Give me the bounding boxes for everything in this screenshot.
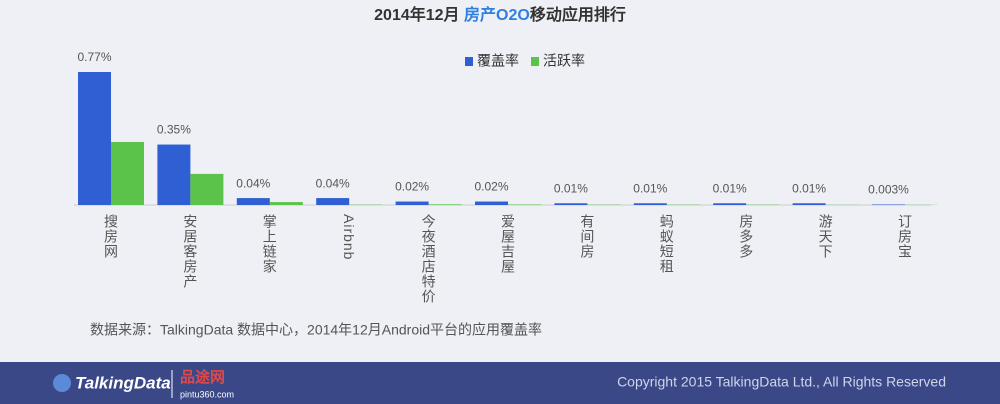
footer-art: TalkingData 品途网 pintu360.com Copyright 2…: [53, 368, 946, 399]
bar: [236, 198, 270, 205]
value-label: 0.35%: [157, 123, 191, 137]
bar: [190, 173, 224, 205]
category-label: 有间房: [579, 214, 596, 259]
value-label: 0.04%: [236, 176, 270, 190]
bar: [475, 201, 508, 205]
bar: [872, 204, 905, 205]
value-label: 0.02%: [395, 180, 429, 194]
category-label: Airbnb: [341, 214, 358, 261]
legend-label: 覆盖率: [477, 53, 519, 69]
bar: [157, 144, 191, 205]
copyright: Copyright 2015 TalkingData Ltd., All Rig…: [617, 374, 946, 390]
value-label: 0.02%: [474, 180, 508, 194]
category-label: 蚂蚁短租: [658, 214, 675, 274]
category-label: 搜房网: [103, 214, 119, 259]
value-label: 0.01%: [554, 181, 588, 195]
category-label: 游天下: [817, 214, 834, 259]
bar: [508, 204, 541, 205]
category-label: 房多多: [738, 214, 755, 259]
bar: [792, 203, 826, 205]
title-part: 2014年12月: [374, 5, 459, 24]
bar: [111, 141, 144, 205]
chart-title: 2014年12月 房产O2O移动应用排行: [374, 5, 626, 24]
bar: [428, 204, 462, 205]
legend-swatch: [531, 57, 539, 66]
bar: [316, 198, 350, 205]
category-label: 安居客房产: [182, 214, 199, 289]
category-label: 订房宝: [897, 214, 913, 259]
logo-icon: [53, 374, 71, 392]
source-note: 数据来源：TalkingData 数据中心，2014年12月Android平台的…: [90, 322, 542, 338]
category-label: 今夜酒店特价: [420, 214, 437, 304]
chart: 2014年12月 房产O2O移动应用排行 数据来源：TalkingData 数据…: [74, 5, 938, 338]
partner-url: pintu360.com: [180, 389, 234, 399]
bar: [713, 203, 747, 205]
value-label: 0.01%: [792, 181, 826, 195]
value-label: 0.003%: [868, 183, 909, 197]
bar: [395, 201, 429, 205]
footer: TalkingData 品途网 pintu360.com Copyright 2…: [0, 362, 1000, 404]
bar: [554, 203, 588, 205]
legend-label: 活跃率: [543, 53, 585, 69]
legend-swatch: [465, 57, 473, 66]
partner-logo: 品途网: [180, 368, 225, 386]
logo: TalkingData: [75, 373, 171, 392]
bar: [633, 203, 667, 205]
category-label: 爱屋吉屋: [500, 214, 516, 274]
bar: [269, 202, 303, 205]
value-label: 0.77%: [77, 50, 111, 64]
value-label: 0.04%: [316, 176, 350, 190]
title-highlight: 房产O2O: [464, 5, 530, 24]
bar: [78, 72, 111, 205]
category-label: 掌上链家: [261, 214, 278, 274]
title-part: 移动应用排行: [530, 5, 626, 24]
value-label: 0.01%: [633, 181, 667, 195]
value-label: 0.01%: [713, 181, 747, 195]
